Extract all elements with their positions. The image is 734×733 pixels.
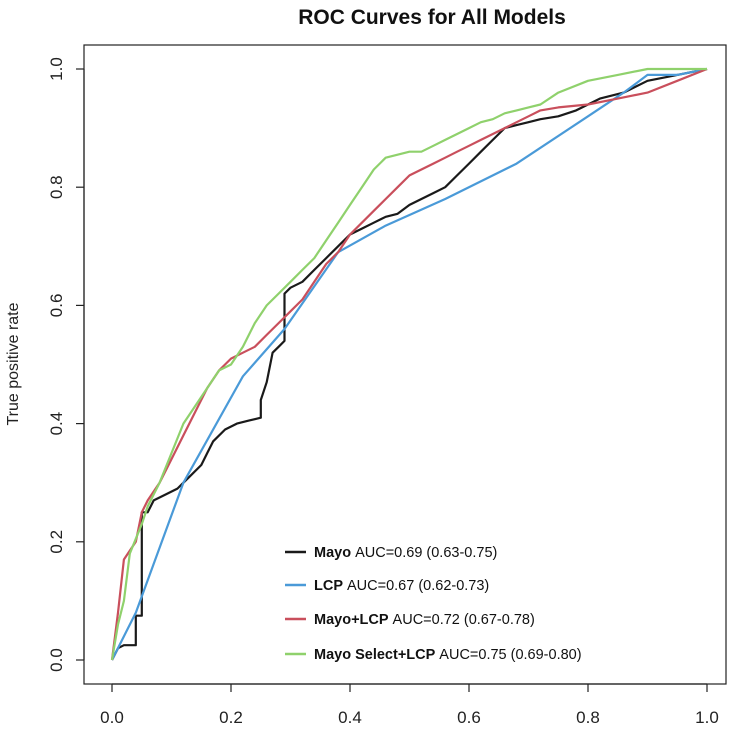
roc-curve-mayo-lcp	[110, 67, 708, 661]
y-axis-label: True positive rate	[5, 302, 22, 425]
legend-auc: AUC=0.67 (0.62-0.73)	[347, 578, 489, 594]
y-tick-label: 0.2	[47, 530, 66, 554]
x-tick-label: 0.4	[338, 708, 362, 727]
roc-curve-mayo	[111, 67, 708, 661]
legend-label: Mayo AUC=0.69 (0.63-0.75)	[314, 545, 497, 561]
y-tick-label: 0.4	[47, 412, 66, 436]
legend-item-mayo-lcp: Mayo+LCP AUC=0.72 (0.67-0.78)	[285, 612, 535, 628]
x-tick-label: 0.6	[457, 708, 481, 727]
legend-series-name: Mayo	[314, 545, 351, 561]
x-tick-label: 0.8	[576, 708, 600, 727]
legend-auc: AUC=0.72 (0.67-0.78)	[393, 612, 535, 628]
roc-curve-lcp	[111, 67, 708, 661]
legend-label: LCP AUC=0.67 (0.62-0.73)	[314, 578, 489, 594]
y-tick-label: 0.0	[47, 648, 66, 672]
legend: Mayo AUC=0.69 (0.63-0.75) LCP AUC=0.67 (0.6…	[285, 545, 582, 663]
y-tick-label: 1.0	[47, 57, 66, 81]
legend-auc: AUC=0.75 (0.69-0.80)	[439, 647, 581, 663]
y-tick-label: 0.8	[47, 175, 66, 199]
legend-item-lcp: LCP AUC=0.67 (0.62-0.73)	[285, 578, 489, 594]
legend-label: Mayo+LCP AUC=0.72 (0.67-0.78)	[314, 612, 535, 628]
legend-label: Mayo Select+LCP AUC=0.75 (0.69-0.80)	[314, 647, 582, 663]
series-layer	[110, 67, 708, 661]
roc-curve-mayo-select-lcp	[110, 67, 707, 661]
x-tick-label: 1.0	[695, 708, 719, 727]
x-tick-label: 0.0	[100, 708, 124, 727]
legend-item-mayo: Mayo AUC=0.69 (0.63-0.75)	[285, 545, 497, 561]
legend-item-mayo-select-lcp: Mayo Select+LCP AUC=0.75 (0.69-0.80)	[285, 647, 582, 663]
y-axis: 0.0 0.2 0.4 0.6 0.8 1.0	[47, 57, 85, 672]
legend-series-name: LCP	[314, 578, 343, 594]
chart-title: ROC Curves for All Models	[298, 6, 566, 29]
x-axis: 0.0 0.2 0.4 0.6 0.8 1.0	[100, 683, 719, 727]
legend-auc: AUC=0.69 (0.63-0.75)	[355, 545, 497, 561]
x-tick-label: 0.2	[219, 708, 243, 727]
legend-series-name: Mayo+LCP	[314, 612, 389, 628]
y-tick-label: 0.6	[47, 294, 66, 318]
legend-series-name: Mayo Select+LCP	[314, 647, 436, 663]
